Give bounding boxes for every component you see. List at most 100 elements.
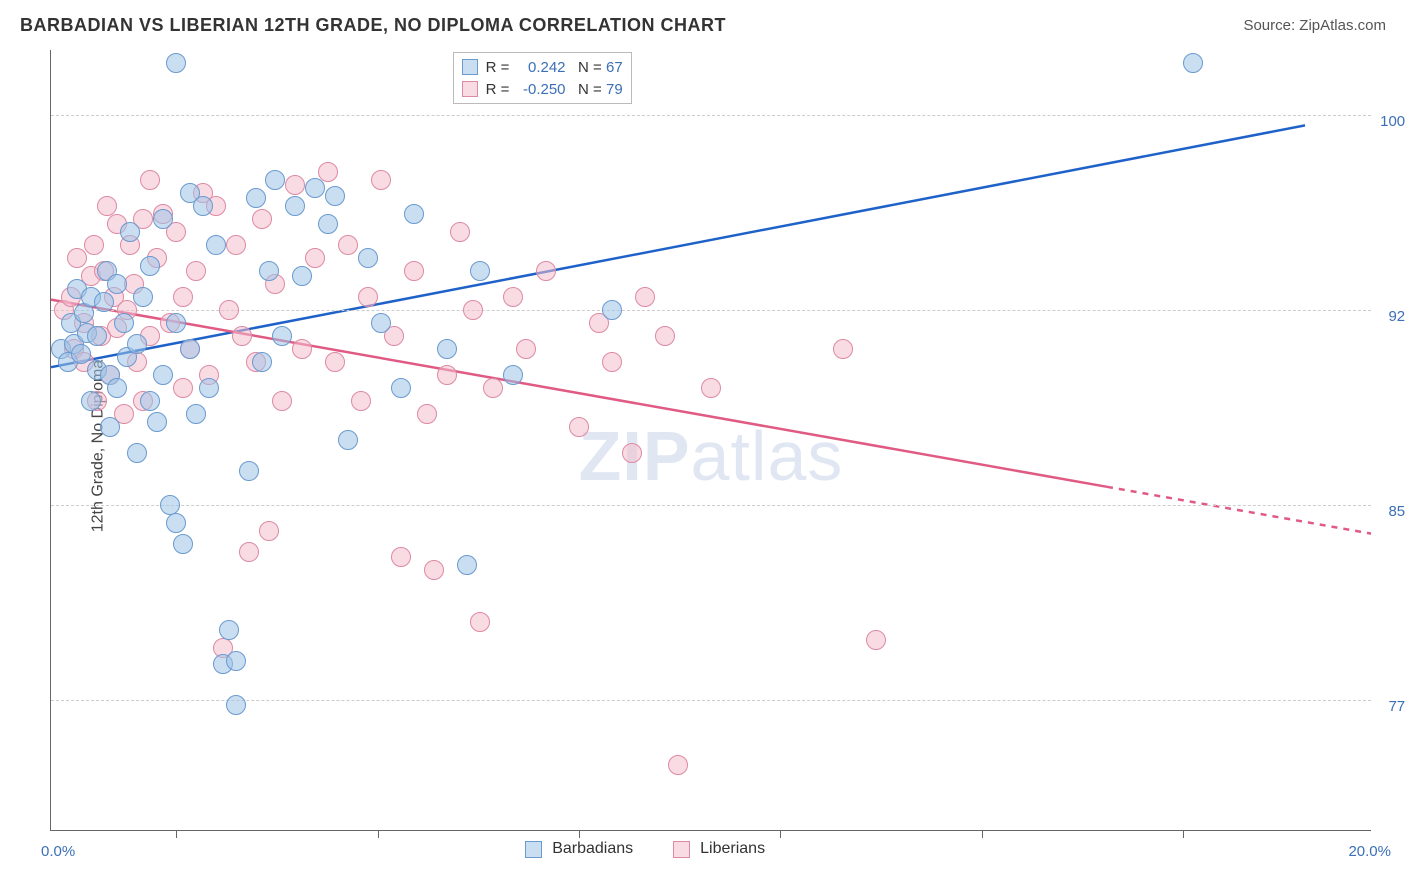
- y-tick-label: 85.0%: [1388, 503, 1406, 520]
- point-liberians: [173, 378, 193, 398]
- point-liberians: [186, 261, 206, 281]
- point-liberians: [351, 391, 371, 411]
- point-barbadians: [127, 443, 147, 463]
- point-barbadians: [470, 261, 490, 281]
- point-liberians: [358, 287, 378, 307]
- point-liberians: [833, 339, 853, 359]
- point-barbadians: [391, 378, 411, 398]
- point-barbadians: [371, 313, 391, 333]
- point-liberians: [516, 339, 536, 359]
- point-liberians: [622, 443, 642, 463]
- point-liberians: [226, 235, 246, 255]
- point-barbadians: [153, 365, 173, 385]
- gridline: [51, 505, 1371, 506]
- point-liberians: [97, 196, 117, 216]
- point-barbadians: [166, 53, 186, 73]
- point-liberians: [325, 352, 345, 372]
- chart-title: BARBADIAN VS LIBERIAN 12TH GRADE, NO DIP…: [20, 15, 726, 36]
- point-barbadians: [246, 188, 266, 208]
- point-liberians: [173, 287, 193, 307]
- point-liberians: [701, 378, 721, 398]
- point-barbadians: [133, 287, 153, 307]
- x-tick: [780, 830, 781, 838]
- x-tick: [378, 830, 379, 838]
- point-barbadians: [1183, 53, 1203, 73]
- point-barbadians: [457, 555, 477, 575]
- point-barbadians: [265, 170, 285, 190]
- point-liberians: [219, 300, 239, 320]
- point-barbadians: [114, 313, 134, 333]
- point-liberians: [655, 326, 675, 346]
- x-tick: [579, 830, 580, 838]
- point-barbadians: [140, 391, 160, 411]
- x-tick: [176, 830, 177, 838]
- point-liberians: [404, 261, 424, 281]
- point-liberians: [437, 365, 457, 385]
- point-barbadians: [173, 534, 193, 554]
- point-liberians: [259, 521, 279, 541]
- point-barbadians: [147, 412, 167, 432]
- point-barbadians: [140, 256, 160, 276]
- point-barbadians: [358, 248, 378, 268]
- point-barbadians: [318, 214, 338, 234]
- point-barbadians: [305, 178, 325, 198]
- point-liberians: [450, 222, 470, 242]
- point-barbadians: [71, 344, 91, 364]
- point-liberians: [67, 248, 87, 268]
- point-barbadians: [437, 339, 457, 359]
- point-liberians: [338, 235, 358, 255]
- y-tick-label: 77.5%: [1388, 698, 1406, 715]
- gridline: [51, 115, 1371, 116]
- point-barbadians: [206, 235, 226, 255]
- x-tick-label: 0.0%: [41, 843, 75, 860]
- point-liberians: [635, 287, 655, 307]
- point-barbadians: [503, 365, 523, 385]
- trend-lines: [51, 50, 1371, 830]
- point-barbadians: [199, 378, 219, 398]
- point-barbadians: [404, 204, 424, 224]
- series-legend: BarbadiansLiberians: [525, 840, 795, 858]
- legend-label: Barbadians: [552, 840, 633, 858]
- point-barbadians: [252, 352, 272, 372]
- point-barbadians: [127, 334, 147, 354]
- point-liberians: [503, 287, 523, 307]
- y-tick-label: 100.0%: [1380, 113, 1406, 130]
- point-barbadians: [94, 292, 114, 312]
- point-liberians: [866, 630, 886, 650]
- point-barbadians: [87, 326, 107, 346]
- point-liberians: [232, 326, 252, 346]
- x-tick: [982, 830, 983, 838]
- point-barbadians: [120, 222, 140, 242]
- point-liberians: [292, 339, 312, 359]
- point-barbadians: [338, 430, 358, 450]
- point-liberians: [285, 175, 305, 195]
- point-liberians: [470, 612, 490, 632]
- point-barbadians: [166, 313, 186, 333]
- point-liberians: [424, 560, 444, 580]
- point-barbadians: [219, 620, 239, 640]
- legend-swatch: [673, 841, 690, 858]
- point-barbadians: [259, 261, 279, 281]
- point-liberians: [668, 755, 688, 775]
- legend-swatch: [525, 841, 542, 858]
- point-barbadians: [186, 404, 206, 424]
- point-barbadians: [193, 196, 213, 216]
- point-liberians: [536, 261, 556, 281]
- point-barbadians: [226, 651, 246, 671]
- point-barbadians: [107, 274, 127, 294]
- point-barbadians: [272, 326, 292, 346]
- point-liberians: [602, 352, 622, 372]
- point-liberians: [84, 235, 104, 255]
- gridline: [51, 310, 1371, 311]
- point-liberians: [239, 542, 259, 562]
- point-barbadians: [107, 378, 127, 398]
- legend-swatch: [462, 81, 478, 97]
- x-tick: [1183, 830, 1184, 838]
- point-barbadians: [160, 495, 180, 515]
- point-barbadians: [285, 196, 305, 216]
- point-liberians: [463, 300, 483, 320]
- correlation-legend: R = 0.242 N = 67R = -0.250 N = 79: [453, 52, 632, 104]
- point-barbadians: [602, 300, 622, 320]
- point-liberians: [272, 391, 292, 411]
- gridline: [51, 700, 1371, 701]
